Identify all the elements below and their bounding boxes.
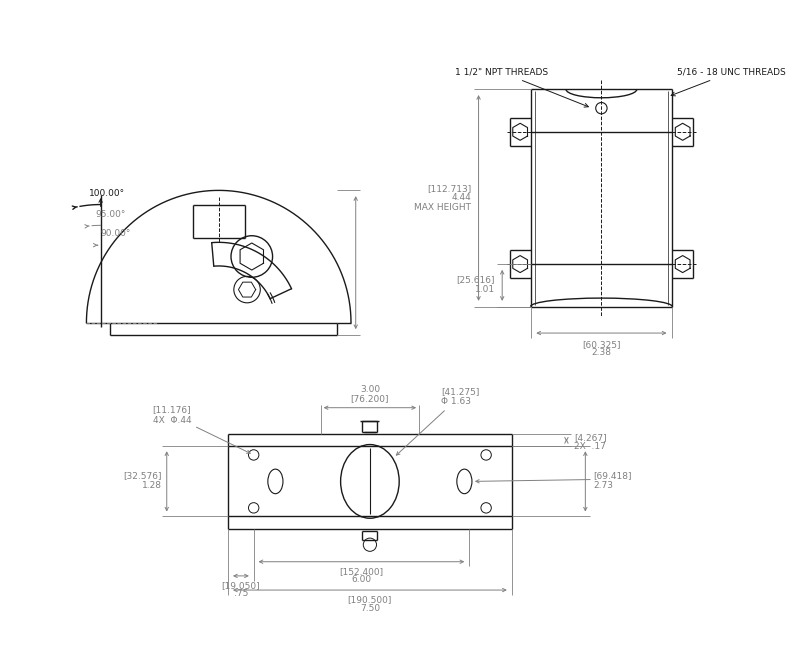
Text: [4.267]: [4.267] — [574, 434, 606, 442]
Text: 1.01: 1.01 — [474, 285, 494, 294]
Text: [60.325]: [60.325] — [582, 340, 621, 349]
Text: [32.576]: [32.576] — [123, 471, 162, 480]
Text: [69.418]: [69.418] — [593, 471, 631, 480]
Text: .75: .75 — [234, 589, 248, 599]
Text: [76.200]: [76.200] — [350, 393, 389, 403]
Text: 2.38: 2.38 — [591, 349, 611, 357]
Text: [41.275]
Φ 1.63: [41.275] Φ 1.63 — [396, 387, 479, 455]
Text: 4.44: 4.44 — [451, 194, 471, 202]
Text: 2.73: 2.73 — [593, 481, 613, 490]
Text: [190.500]: [190.500] — [348, 595, 392, 604]
Text: [25.616]: [25.616] — [456, 275, 494, 284]
Text: MAX HEIGHT: MAX HEIGHT — [414, 203, 471, 212]
Text: 3.00: 3.00 — [360, 385, 380, 394]
Text: 95.00°: 95.00° — [96, 210, 126, 218]
Text: 2X  .17: 2X .17 — [574, 442, 606, 451]
Text: [11.176]
4X  Φ.44: [11.176] 4X Φ.44 — [153, 405, 250, 454]
Text: [152.400]: [152.400] — [339, 566, 383, 576]
Text: 5/16 - 18 UNC THREADS: 5/16 - 18 UNC THREADS — [671, 67, 786, 96]
Text: 1.28: 1.28 — [142, 481, 162, 490]
Text: 100.00°: 100.00° — [90, 189, 126, 198]
Text: 1 1/2" NPT THREADS: 1 1/2" NPT THREADS — [455, 67, 588, 107]
Text: 7.50: 7.50 — [360, 603, 380, 613]
Text: [112.713]: [112.713] — [426, 184, 471, 193]
Text: [19.050]: [19.050] — [222, 581, 260, 590]
Text: 90.00°: 90.00° — [101, 229, 131, 238]
Text: 6.00: 6.00 — [351, 575, 371, 584]
